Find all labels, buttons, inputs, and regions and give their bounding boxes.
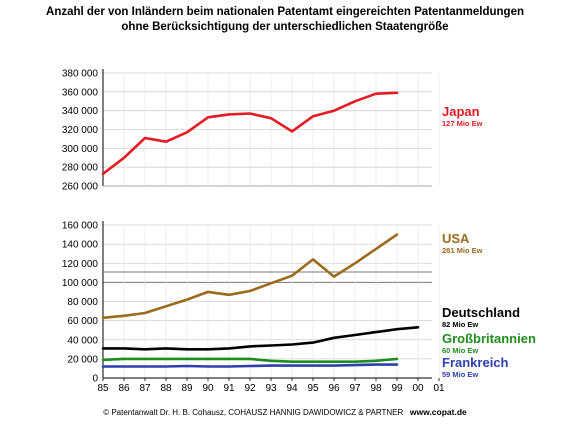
- top-y-tick-label: 360 000: [62, 87, 99, 98]
- legend-japan-name: Japan: [442, 104, 480, 119]
- bottom-y-tick-label: 120 000: [62, 259, 99, 270]
- x-tick-label: 87: [139, 383, 151, 394]
- bottom-y-tick-label: 140 000: [62, 240, 99, 251]
- legend-grossbritannien-sub: 60 Mio Ew: [442, 346, 479, 355]
- x-tick-label: 96: [328, 383, 340, 394]
- legend-grossbritannien-name: Großbritannien: [442, 331, 536, 346]
- series-line-deutschland: [101, 325, 420, 351]
- x-tick-label: 98: [370, 383, 382, 394]
- footer: © Patentanwalt Dr. H. B. Cohausz, COHAUS…: [0, 407, 570, 417]
- legend-frankreich-name: Frankreich: [442, 355, 509, 370]
- x-tick-label: 95: [307, 383, 319, 394]
- x-tick-label: 92: [244, 383, 256, 394]
- x-tick-label: 93: [265, 383, 277, 394]
- top-y-tick-label: 380 000: [62, 69, 99, 80]
- top-y-tick-label: 340 000: [62, 106, 99, 117]
- series-line-frankreich: [101, 363, 399, 368]
- legend-grossbritannien: Großbritannien 60 Mio Ew: [442, 331, 536, 355]
- legend-usa: USA 281 Mio Ew: [442, 231, 482, 255]
- bottom-y-tick-label: 20 000: [67, 354, 98, 365]
- top-y-tick-label: 280 000: [62, 163, 99, 174]
- bottom-y-tick-label: 100 000: [62, 278, 99, 289]
- x-tick-label: 94: [286, 383, 298, 394]
- x-tick-label: 89: [181, 383, 193, 394]
- legend-japan-sub: 127 Mio Ew: [442, 119, 483, 128]
- x-tick-label: 86: [118, 383, 130, 394]
- legend-usa-sub: 281 Mio Ew: [442, 246, 483, 255]
- x-tick-label: 97: [349, 383, 361, 394]
- legend-deutschland: Deutschland 82 Mio Ew: [442, 305, 520, 329]
- series-line-großbritannien: [101, 357, 399, 364]
- bottom-y-tick-label: 160 000: [62, 221, 99, 232]
- bottom-y-tick-label: 60 000: [67, 316, 98, 327]
- x-tick-label: 90: [202, 383, 214, 394]
- x-tick-label: 85: [97, 383, 109, 394]
- legend-japan: Japan 127 Mio Ew: [442, 104, 482, 128]
- footer-copyright: © Patentanwalt Dr. H. B. Cohausz, COHAUS…: [103, 408, 404, 417]
- x-tick-label: 91: [223, 383, 235, 394]
- legend-frankreich: Frankreich 59 Mio Ew: [442, 355, 508, 379]
- chart-title-line-1: Anzahl der von Inländern beim nationalen…: [46, 6, 524, 18]
- x-tick-label: 01: [433, 383, 445, 394]
- x-tick-label: 99: [391, 383, 403, 394]
- footer-url: www.copat.de: [409, 407, 467, 417]
- top-y-tick-label: 300 000: [62, 144, 99, 155]
- legend-frankreich-sub: 59 Mio Ew: [442, 370, 479, 379]
- bottom-y-tick-label: 80 000: [67, 297, 98, 308]
- bottom-y-tick-label: 40 000: [67, 335, 98, 346]
- legend-deutschland-name: Deutschland: [442, 305, 521, 320]
- series-line-japan: [101, 91, 399, 176]
- x-tick-label: 00: [412, 383, 424, 394]
- legend-deutschland-sub: 82 Mio Ew: [442, 320, 479, 329]
- chart-title-line-2: ohne Berücksichtigung der unterschiedlic…: [121, 21, 449, 33]
- x-tick-label: 88: [160, 383, 172, 394]
- legend-usa-name: USA: [442, 231, 470, 246]
- top-y-tick-label: 260 000: [62, 182, 99, 193]
- bottom-y-tick-label: 0: [92, 374, 98, 385]
- top-y-tick-label: 320 000: [62, 125, 99, 136]
- series-line-usa: [101, 233, 399, 320]
